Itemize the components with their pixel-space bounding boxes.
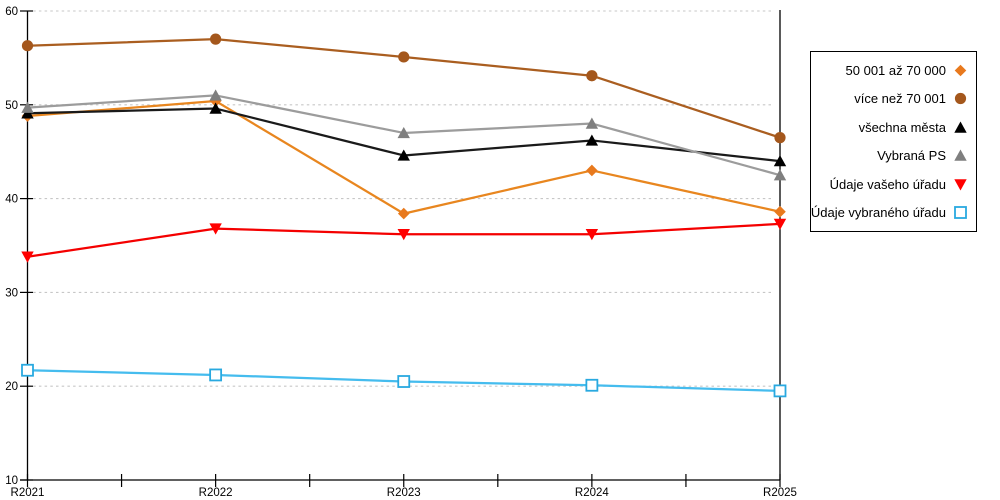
data-point-marker	[398, 51, 410, 63]
data-point-marker	[954, 64, 967, 77]
legend-item: 50 001 až 70 000	[811, 58, 976, 82]
series-3	[21, 89, 787, 181]
data-point-marker	[954, 121, 967, 133]
data-point-marker	[21, 363, 34, 377]
data-point-marker	[21, 251, 34, 263]
series-1	[21, 33, 786, 144]
x-tick-label: R2023	[387, 487, 421, 499]
data-point-marker	[210, 33, 222, 45]
data-point-marker	[209, 102, 222, 114]
data-point-marker	[586, 164, 598, 177]
data-point-marker	[585, 117, 599, 129]
data-point-marker	[397, 229, 410, 241]
data-point-marker	[21, 107, 34, 119]
data-point-marker	[773, 155, 787, 167]
series-line	[27, 222, 781, 258]
data-point-marker	[21, 101, 34, 113]
data-point-marker	[585, 229, 599, 241]
data-point-marker	[773, 384, 787, 398]
square-open-legend-marker-icon	[954, 206, 967, 220]
data-point-marker	[774, 132, 786, 144]
legend-item: Vybraná PS	[811, 144, 976, 168]
data-point-marker	[586, 70, 598, 82]
data-point-marker	[774, 205, 786, 218]
data-point-marker	[773, 218, 787, 230]
data-point-marker	[954, 206, 967, 220]
y-tick-label: 30	[5, 287, 18, 299]
y-tick-label: 20	[5, 381, 18, 393]
legend-item: všechna města	[811, 115, 976, 139]
data-point-marker	[209, 89, 222, 101]
legend: 50 001 až 70 000 více než 70 001 všechna m…	[810, 51, 977, 232]
data-point-marker	[773, 169, 787, 181]
legend-item-label: více než 70 001	[854, 91, 946, 107]
data-point-marker	[397, 149, 410, 161]
legend-item-label: Vybraná PS	[877, 148, 946, 164]
y-tick-label: 10	[5, 475, 18, 487]
data-point-marker	[954, 179, 967, 191]
data-point-marker	[954, 93, 967, 105]
data-point-marker	[397, 375, 411, 388]
y-tick-label: 50	[5, 100, 18, 112]
data-point-marker	[397, 126, 410, 139]
data-point-marker	[21, 40, 34, 52]
legend-item: Údaje vybraného úřadu	[811, 201, 976, 225]
diamond-legend-marker-icon	[954, 64, 967, 77]
series-4	[21, 218, 787, 263]
triangle-up-legend-marker-icon	[954, 121, 967, 133]
legend-item-label: Údaje vybraného úřadu	[810, 205, 946, 221]
x-tick-label: R2025	[763, 487, 797, 499]
data-point-marker	[209, 368, 223, 382]
triangle-down-legend-marker-icon	[954, 179, 967, 191]
data-point-marker	[585, 134, 599, 146]
series-5	[21, 363, 787, 398]
y-tick-label: 60	[5, 6, 18, 18]
y-tick-label: 40	[5, 194, 18, 206]
x-tick-label: R2022	[199, 487, 233, 499]
data-point-marker	[585, 378, 599, 392]
x-tick-label: R2024	[575, 487, 609, 499]
legend-item-label: Údaje vašeho úřadu	[829, 176, 946, 192]
x-tick-label: R2021	[11, 487, 45, 499]
data-point-marker	[397, 207, 410, 220]
legend-item-label: 50 001 až 70 000	[845, 62, 946, 78]
triangle-up-legend-marker-icon	[954, 149, 967, 161]
legend-item: Údaje vašeho úřadu	[811, 172, 976, 196]
legend-item-label: všechna města	[858, 119, 946, 135]
data-point-marker	[954, 149, 967, 161]
data-point-marker	[209, 223, 222, 235]
circle-legend-marker-icon	[954, 93, 967, 105]
series-2	[21, 102, 787, 167]
legend-item: více než 70 001	[811, 87, 976, 111]
